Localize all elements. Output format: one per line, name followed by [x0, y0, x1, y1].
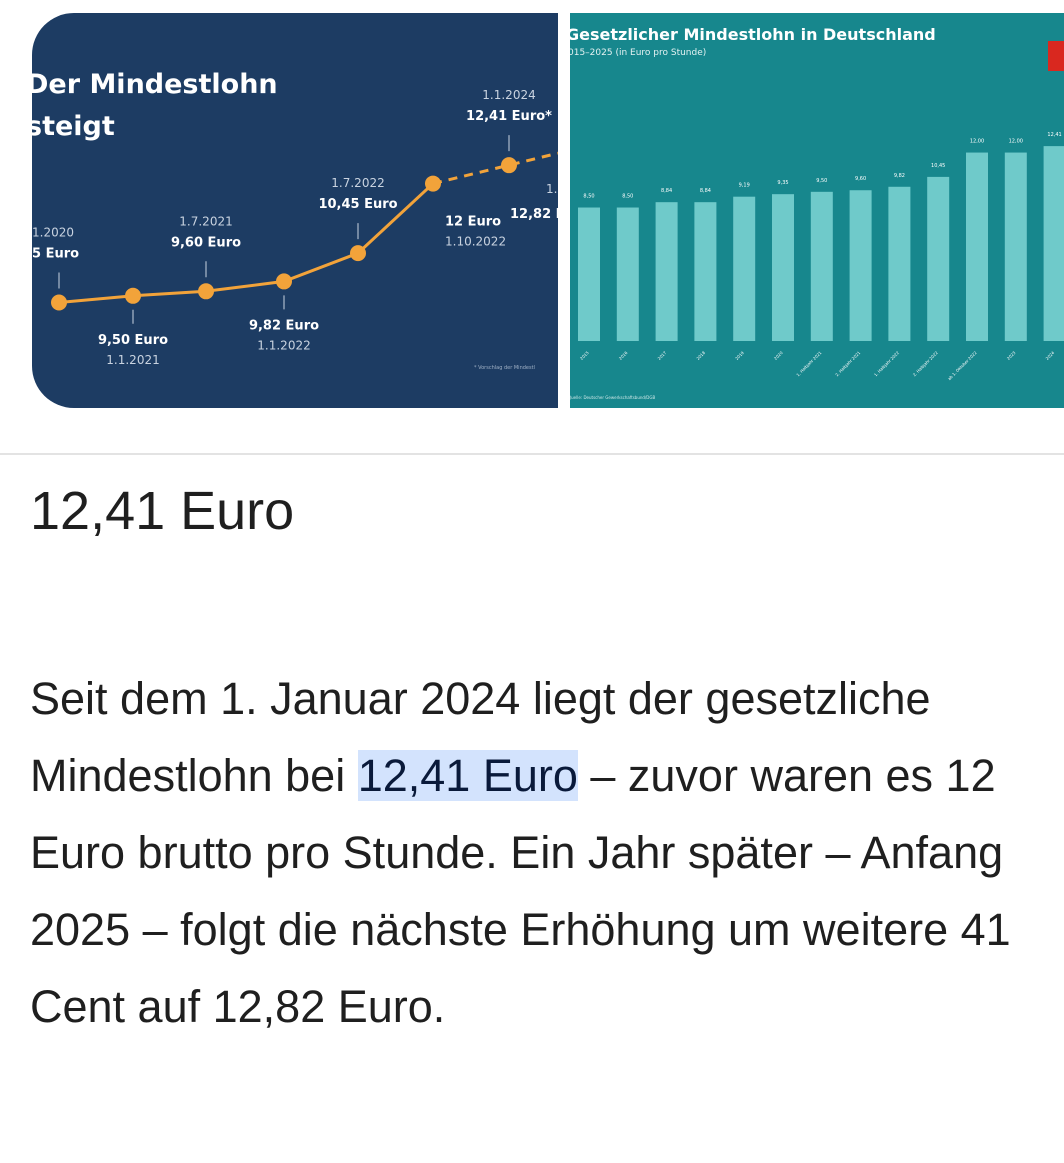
value-label: 12,41: [1047, 132, 1061, 138]
annotation: 1.: [546, 182, 557, 196]
bar: [733, 196, 756, 341]
point-date: 1.1.2021: [106, 353, 159, 367]
value-label: 9,82: [894, 173, 905, 179]
value-label: 12,00: [970, 139, 984, 145]
point-label: 9,50 Euro: [98, 333, 168, 348]
point-label: 9,60 Euro: [171, 235, 241, 250]
x-tick-label: ab 1. Oktober 2022: [947, 350, 978, 381]
point-date: 1.7.2021: [179, 214, 232, 228]
bar: [849, 190, 872, 341]
point-label: 12 Euro: [445, 215, 501, 230]
point: [425, 175, 441, 192]
point-label: 10,45 Euro: [318, 197, 397, 212]
x-tick-label: 2015: [579, 350, 590, 361]
value-label: 8,50: [622, 194, 633, 200]
x-tick-label: 2016: [618, 350, 629, 361]
line-chart: Der Mindestlohn steigt 1.2020 5 Euro 9,50 Eu…: [32, 69, 558, 371]
value-label: 9,19: [739, 183, 750, 189]
x-tick-label: 2023: [1006, 350, 1017, 361]
x-tick-label: 2024: [1045, 350, 1056, 361]
value-label: 8,84: [700, 188, 711, 194]
bar: [694, 202, 717, 341]
x-tick-label: 2. Halbjahr 2022: [912, 350, 939, 377]
value-label: 9,35: [777, 180, 788, 186]
value-label: 8,50: [583, 194, 594, 200]
x-tick-label: 2020: [773, 350, 784, 361]
point-label: 5 Euro: [32, 247, 79, 262]
value-label: 8,84: [661, 188, 672, 194]
chart-title: steigt: [32, 111, 115, 142]
text: Seit dem 1. Januar 2024 liegt der gesetz…: [30, 673, 931, 801]
text: – zuvor waren es 12 Euro brutto pro Stun…: [30, 750, 1011, 1032]
point: [198, 283, 214, 300]
line: [58, 182, 435, 305]
point: [501, 157, 517, 174]
point-date: 1.2020: [32, 226, 74, 240]
bar: [772, 194, 794, 341]
answer-title: 12,41 Euro: [30, 481, 295, 541]
highlight: 12,41 Euro: [357, 750, 578, 801]
value-label: 10,45: [931, 163, 945, 169]
value-label: 9,50: [816, 178, 827, 184]
x-tick-label: 2018: [695, 350, 706, 361]
value-label: 12,00: [1009, 139, 1023, 145]
bar: [966, 152, 988, 341]
chart-title: Der Mindestlohn: [32, 69, 278, 100]
point: [125, 287, 141, 304]
point-label: 9,82 Euro: [249, 318, 319, 333]
bar-chart: Gesetzlicher Mindestlohn in Deutschland 0…: [570, 25, 1064, 400]
answer-text: Seit dem 1. Januar 2024 liegt der gesetz…: [30, 660, 1030, 1045]
bar: [578, 207, 600, 341]
point: [51, 294, 67, 311]
bar: [1004, 152, 1027, 341]
line-dashed: [432, 151, 558, 186]
x-tick-label: 2. Halbjahr 2021: [834, 350, 861, 377]
x-tick-label: 1. Halbjahr 2022: [873, 350, 900, 377]
point-date: 1.10.2022: [445, 235, 506, 249]
bar: [655, 202, 678, 341]
divider: [0, 453, 1064, 455]
image-thumbnail[interactable]: Gesetzlicher Mindestlohn in Deutschland 0…: [570, 13, 1064, 408]
bar: [1043, 146, 1064, 341]
point: [276, 273, 292, 290]
x-tick-label: 2019: [734, 350, 745, 361]
x-tick-label: 1. Halbjahr 2021: [795, 350, 822, 377]
bar: [888, 186, 911, 341]
chart-subtitle: 015–2025 (in Euro pro Stunde): [570, 48, 706, 58]
bar: [810, 191, 833, 341]
chart-title: Gesetzlicher Mindestlohn in Deutschland: [570, 25, 936, 44]
x-tick-label: 2017: [657, 350, 668, 361]
point-label: 12,41 Euro*: [466, 109, 552, 124]
point-date: 1.1.2022: [257, 338, 310, 352]
image-thumbnail[interactable]: Der Mindestlohn steigt 1.2020 5 Euro 9,50 Eu…: [32, 13, 558, 408]
bar: [616, 207, 639, 341]
bar: [927, 176, 950, 341]
point: [350, 245, 366, 262]
footnote: * Vorschlag der Mindestl: [474, 365, 535, 371]
point-date: 1.1.2024: [482, 88, 535, 102]
source: Quelle: Deutscher Gewerkschaftsbund/DGB: [570, 395, 655, 400]
annotation: 12,82 E: [510, 207, 558, 222]
logo: [1048, 41, 1064, 71]
value-label: 9,60: [855, 176, 866, 182]
point-date: 1.7.2022: [331, 176, 384, 190]
